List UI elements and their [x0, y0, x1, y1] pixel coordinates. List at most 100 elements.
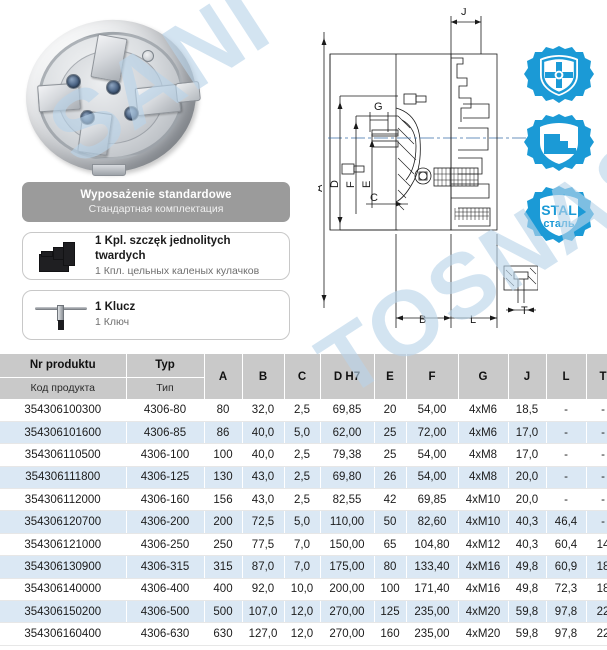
cell-J: 49,8 — [508, 555, 547, 579]
cell-D: 62,00 — [320, 421, 375, 445]
cell-L: - — [546, 466, 587, 490]
cell-D: 69,85 — [320, 399, 375, 422]
cell-T: - — [586, 488, 607, 512]
table-row[interactable]: 354306100300 4306-80 80 32,0 2,5 69,85 20 54,00… — [0, 399, 607, 422]
cell-J: 59,8 — [508, 622, 547, 646]
cell-product-code: 354306101600 — [0, 421, 127, 445]
equipment-label-ru: 1 Кпл. цельных каленых кулачков — [95, 264, 260, 277]
certification-badges: STAL сталь — [520, 44, 600, 244]
table-row[interactable]: 354306140000 4306-400 400 92,0 10,0 200,00 100… — [0, 578, 607, 602]
cell-type: 4306-85 — [126, 421, 205, 445]
cell-G: 4xM6 — [458, 421, 509, 445]
cell-E: 26 — [374, 466, 407, 490]
cell-B: 40,0 — [242, 443, 285, 467]
col-subheader-product-code: Код продукта — [0, 376, 127, 399]
cell-type: 4306-630 — [126, 622, 205, 646]
cell-type: 4306-80 — [126, 399, 205, 422]
cell-type: 4306-400 — [126, 578, 205, 602]
table-header-row-main: Nr produktu Typ A B C D H7 E F G J L T k… — [0, 354, 607, 399]
cell-L: 97,8 — [546, 600, 587, 624]
cell-G: 4xM20 — [458, 600, 509, 624]
col-header-T: T — [586, 354, 607, 399]
table-row[interactable]: 354306121000 4306-250 250 77,5 7,0 150,00 65 10… — [0, 533, 607, 557]
banner-title-pl: Wyposażenie standardowe — [80, 189, 232, 201]
cell-L: - — [546, 488, 587, 512]
cell-F: 54,00 — [406, 443, 459, 467]
cell-F: 104,80 — [406, 533, 459, 557]
cell-E: 65 — [374, 533, 407, 557]
cell-C: 7,0 — [284, 555, 321, 579]
cell-A: 400 — [204, 578, 243, 602]
cell-C: 2,5 — [284, 488, 321, 512]
table-row[interactable]: 354306110500 4306-100 100 40,0 2,5 79,38 25 54,… — [0, 443, 607, 467]
cell-T: - — [586, 421, 607, 445]
cell-D: 69,80 — [320, 466, 375, 490]
cell-E: 160 — [374, 622, 407, 646]
steel-badge-text-bottom: сталь — [543, 218, 575, 230]
col-header-type: Typ — [126, 354, 205, 377]
cell-G: 4xM10 — [458, 488, 509, 512]
cell-type: 4306-100 — [126, 443, 205, 467]
col-header-F: F — [406, 354, 459, 399]
chuck-key-icon — [23, 291, 95, 339]
table-row[interactable]: 354306112000 4306-160 156 43,0 2,5 82,55 42 69,… — [0, 488, 607, 512]
cell-C: 2,5 — [284, 399, 321, 422]
dim-label-E: E — [361, 181, 373, 188]
table-row[interactable]: 354306120700 4306-200 200 72,5 5,0 110,00 50 82… — [0, 510, 607, 534]
cell-E: 50 — [374, 510, 407, 534]
cell-G: 4xM10 — [458, 510, 509, 534]
cell-L: 97,8 — [546, 622, 587, 646]
cell-L: - — [546, 443, 587, 467]
cell-L: - — [546, 399, 587, 422]
cell-product-code: 354306150200 — [0, 600, 127, 624]
cell-A: 200 — [204, 510, 243, 534]
col-header-B: B — [242, 354, 285, 399]
cell-F: 72,00 — [406, 421, 459, 445]
cell-J: 17,0 — [508, 421, 547, 445]
table-row[interactable]: 354306150200 4306-500 500 107,0 12,0 270,00 12… — [0, 600, 607, 624]
dim-label-J: J — [461, 8, 467, 18]
cell-C: 2,5 — [284, 443, 321, 467]
cell-C: 10,0 — [284, 578, 321, 602]
cell-F: 54,00 — [406, 466, 459, 490]
cell-J: 40,3 — [508, 510, 547, 534]
cell-F: 235,00 — [406, 600, 459, 624]
dim-label-E2: F — [345, 181, 357, 188]
dim-label-B: B — [419, 314, 426, 326]
cell-D: 175,00 — [320, 555, 375, 579]
table-row[interactable]: 354306111800 4306-125 130 43,0 2,5 69,80 26 54,… — [0, 466, 607, 490]
cell-C: 12,0 — [284, 622, 321, 646]
table-row[interactable]: 354306160400 4306-630 630 127,0 12,0 270,00 16… — [0, 622, 607, 646]
cell-F: 133,40 — [406, 555, 459, 579]
chuck-index-mark — [142, 50, 154, 62]
cell-type: 4306-315 — [126, 555, 205, 579]
cell-T: 18 — [586, 578, 607, 602]
cell-J: 18,5 — [508, 399, 547, 422]
cell-D: 200,00 — [320, 578, 375, 602]
cell-type: 4306-200 — [126, 510, 205, 534]
chuck-screw-hole — [124, 106, 139, 121]
equipment-label-pl: 1 Kpl. szczęk jednolitych twardych — [95, 234, 231, 262]
chuck-key-socket — [175, 80, 201, 104]
table-row[interactable]: 354306101600 4306-85 86 40,0 5,0 62,00 25 72,00… — [0, 421, 607, 445]
cell-C: 2,5 — [284, 466, 321, 490]
chuck-product-photo — [18, 11, 208, 181]
dim-label-A: A — [318, 184, 325, 192]
cell-T: 14 — [586, 533, 607, 557]
cell-L: 46,4 — [546, 510, 587, 534]
cell-C: 7,0 — [284, 533, 321, 557]
cell-T: - — [586, 510, 607, 534]
cell-E: 42 — [374, 488, 407, 512]
table-row[interactable]: 354306130900 4306-315 315 87,0 7,0 175,00 80 13… — [0, 555, 607, 579]
cell-product-code: 354306160400 — [0, 622, 127, 646]
equipment-label-ru: 1 Ключ — [95, 316, 130, 328]
cell-T: - — [586, 399, 607, 422]
hard-jaw-icon — [23, 233, 95, 279]
cell-G: 4xM16 — [458, 578, 509, 602]
cell-J: 20,0 — [508, 466, 547, 490]
cell-F: 235,00 — [406, 622, 459, 646]
cell-product-code: 354306100300 — [0, 399, 127, 422]
cell-B: 92,0 — [242, 578, 285, 602]
cell-T: 18 — [586, 555, 607, 579]
